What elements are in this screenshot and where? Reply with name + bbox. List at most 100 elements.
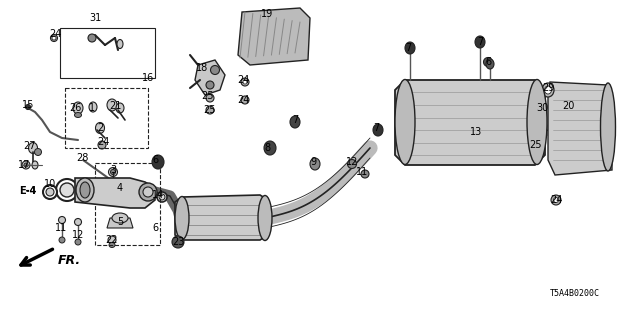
Polygon shape [395, 80, 545, 165]
Text: 22: 22 [105, 235, 117, 245]
Ellipse shape [538, 106, 547, 115]
Ellipse shape [88, 34, 96, 42]
Ellipse shape [32, 161, 38, 169]
Ellipse shape [43, 185, 57, 199]
Ellipse shape [475, 36, 485, 48]
Polygon shape [175, 195, 268, 240]
Text: 24: 24 [49, 29, 61, 39]
Text: 15: 15 [22, 100, 34, 110]
Ellipse shape [73, 102, 83, 114]
Text: 4: 4 [117, 183, 123, 193]
Ellipse shape [143, 187, 153, 197]
Text: 12: 12 [346, 157, 358, 167]
Bar [65, 88, 148, 148]
Ellipse shape [243, 80, 247, 84]
Text: 21: 21 [109, 101, 121, 111]
Polygon shape [238, 8, 310, 65]
Ellipse shape [172, 236, 184, 248]
Ellipse shape [532, 146, 538, 150]
Text: 23: 23 [172, 237, 184, 247]
Ellipse shape [139, 183, 157, 201]
Ellipse shape [24, 163, 28, 167]
Ellipse shape [117, 39, 123, 49]
Text: 12: 12 [72, 230, 84, 240]
Ellipse shape [51, 35, 58, 42]
Ellipse shape [46, 188, 54, 196]
Text: 24: 24 [550, 195, 562, 205]
Ellipse shape [483, 58, 493, 67]
Text: 9: 9 [310, 157, 316, 167]
Ellipse shape [206, 106, 214, 114]
Text: 25: 25 [529, 140, 541, 150]
Text: 28: 28 [76, 153, 88, 163]
Text: 11: 11 [55, 223, 67, 233]
Ellipse shape [29, 142, 38, 154]
Text: 25: 25 [204, 105, 216, 115]
Text: 11: 11 [356, 167, 368, 177]
Text: 30: 30 [536, 103, 548, 113]
Ellipse shape [264, 141, 276, 155]
Text: 3: 3 [110, 165, 116, 175]
Text: 5: 5 [117, 217, 123, 227]
Text: 14: 14 [152, 190, 164, 200]
Ellipse shape [116, 103, 124, 113]
Ellipse shape [112, 213, 128, 223]
Ellipse shape [157, 192, 167, 202]
Ellipse shape [109, 243, 115, 247]
Ellipse shape [74, 113, 81, 117]
Text: 7: 7 [405, 43, 411, 53]
Ellipse shape [527, 79, 547, 164]
Text: 10: 10 [44, 179, 56, 189]
Text: 27: 27 [24, 141, 36, 151]
Text: 6: 6 [485, 57, 491, 67]
Ellipse shape [108, 236, 116, 244]
Ellipse shape [206, 94, 214, 102]
Ellipse shape [95, 123, 104, 133]
Ellipse shape [76, 178, 94, 202]
Ellipse shape [575, 141, 589, 155]
Polygon shape [75, 178, 155, 208]
Ellipse shape [310, 158, 320, 170]
Ellipse shape [89, 102, 97, 112]
Ellipse shape [52, 36, 56, 40]
Ellipse shape [118, 188, 122, 192]
Ellipse shape [554, 197, 559, 203]
Ellipse shape [600, 83, 616, 171]
Text: 29: 29 [542, 83, 554, 93]
Ellipse shape [26, 105, 31, 109]
Text: 31: 31 [89, 13, 101, 23]
Ellipse shape [80, 182, 90, 198]
Text: T5A4B0200C: T5A4B0200C [550, 289, 600, 298]
Text: E-4: E-4 [20, 186, 36, 196]
Text: 17: 17 [18, 160, 30, 170]
Ellipse shape [35, 148, 42, 156]
Ellipse shape [59, 237, 65, 243]
Ellipse shape [545, 86, 552, 94]
Text: 7: 7 [477, 37, 483, 47]
Ellipse shape [258, 196, 272, 241]
Ellipse shape [211, 66, 220, 75]
Text: 19: 19 [261, 9, 273, 19]
Bar [60, 28, 155, 78]
Ellipse shape [98, 141, 106, 149]
Text: FR.: FR. [58, 254, 81, 267]
Ellipse shape [175, 196, 189, 239]
Text: 2: 2 [97, 123, 103, 133]
Ellipse shape [60, 183, 74, 197]
Ellipse shape [75, 239, 81, 245]
Text: 7: 7 [373, 123, 379, 133]
Text: 8: 8 [264, 143, 270, 153]
Ellipse shape [206, 81, 214, 89]
Ellipse shape [58, 217, 65, 223]
Ellipse shape [290, 116, 300, 128]
Ellipse shape [241, 96, 249, 104]
Ellipse shape [486, 59, 494, 69]
Ellipse shape [22, 161, 30, 169]
Ellipse shape [551, 195, 561, 205]
Text: 6: 6 [152, 155, 158, 165]
Ellipse shape [373, 124, 383, 136]
Ellipse shape [159, 194, 165, 200]
Text: 25: 25 [201, 91, 213, 101]
Text: E-4: E-4 [19, 186, 36, 196]
Ellipse shape [107, 99, 117, 111]
